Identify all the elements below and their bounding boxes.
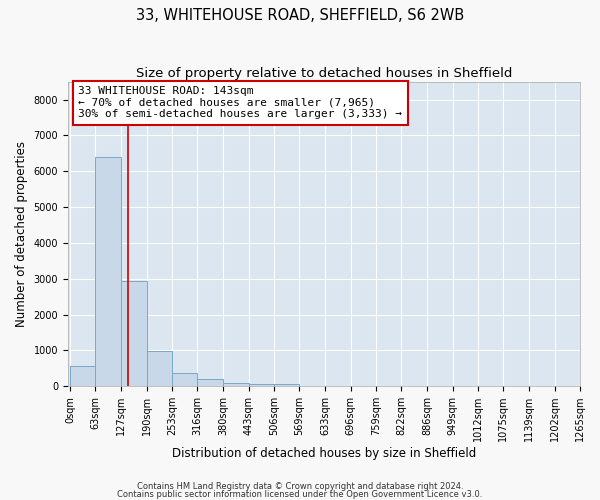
Bar <box>274 384 299 386</box>
Bar <box>95 157 121 386</box>
Text: 33, WHITEHOUSE ROAD, SHEFFIELD, S6 2WB: 33, WHITEHOUSE ROAD, SHEFFIELD, S6 2WB <box>136 8 464 22</box>
Title: Size of property relative to detached houses in Sheffield: Size of property relative to detached ho… <box>136 68 512 80</box>
Bar <box>172 372 197 386</box>
Bar <box>70 366 95 386</box>
Y-axis label: Number of detached properties: Number of detached properties <box>15 141 28 327</box>
Text: 33 WHITEHOUSE ROAD: 143sqm
← 70% of detached houses are smaller (7,965)
30% of s: 33 WHITEHOUSE ROAD: 143sqm ← 70% of deta… <box>78 86 402 120</box>
Bar <box>121 280 146 386</box>
Bar <box>223 382 248 386</box>
Bar <box>146 352 172 386</box>
Text: Contains HM Land Registry data © Crown copyright and database right 2024.: Contains HM Land Registry data © Crown c… <box>137 482 463 491</box>
Text: Contains public sector information licensed under the Open Government Licence v3: Contains public sector information licen… <box>118 490 482 499</box>
Bar <box>197 380 223 386</box>
Bar <box>248 384 274 386</box>
X-axis label: Distribution of detached houses by size in Sheffield: Distribution of detached houses by size … <box>172 447 476 460</box>
